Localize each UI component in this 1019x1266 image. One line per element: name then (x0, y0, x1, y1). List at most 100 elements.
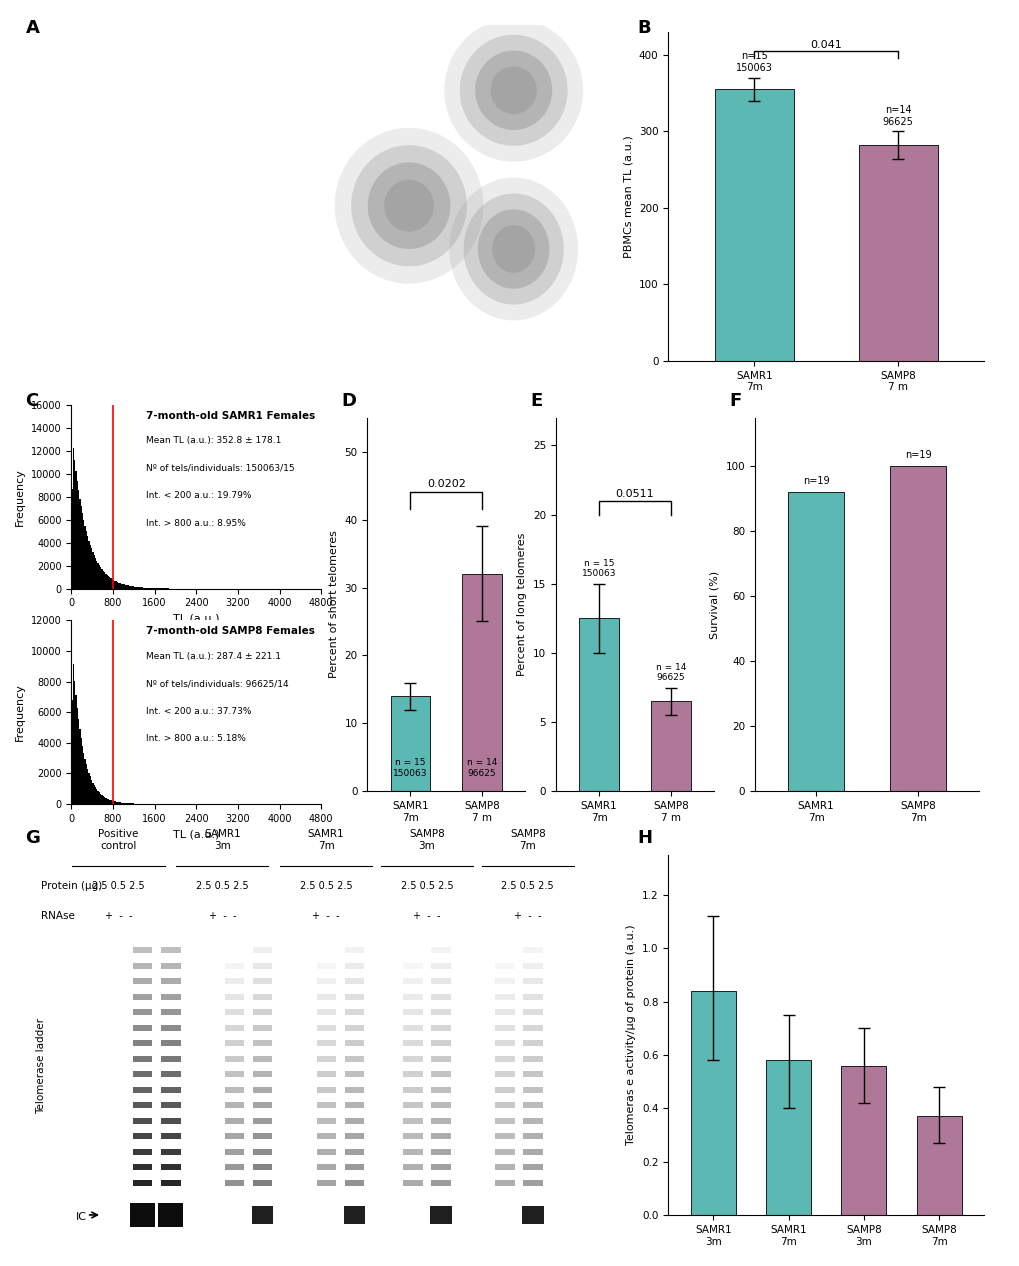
Bar (317, 979, 336, 984)
Bar (161, 1071, 180, 1077)
Text: Mean TL (a.u.): 352.8 ± 178.1: Mean TL (a.u.): 352.8 ± 178.1 (147, 437, 281, 446)
Bar (110, 579, 112, 589)
Bar (253, 994, 272, 1000)
Bar (132, 1148, 153, 1155)
Text: Int. > 800 a.u.: 5.18%: Int. > 800 a.u.: 5.18% (147, 734, 246, 743)
Text: 0.0511: 0.0511 (615, 489, 653, 499)
Bar (124, 585, 126, 589)
Bar (114, 801, 115, 804)
Text: n = 14
96625: n = 14 96625 (655, 662, 686, 682)
Bar (523, 1118, 542, 1124)
Bar (495, 1118, 515, 1124)
Bar (95, 558, 96, 589)
Bar (916, 1117, 961, 1215)
Ellipse shape (334, 128, 483, 284)
Bar (225, 963, 245, 968)
Bar (522, 1206, 543, 1224)
Text: n=19: n=19 (904, 449, 930, 460)
Bar (132, 1071, 153, 1077)
Bar (161, 1103, 180, 1108)
Bar (161, 1118, 180, 1124)
Ellipse shape (351, 146, 467, 266)
Bar (431, 1071, 450, 1077)
Bar (858, 144, 936, 361)
Bar (344, 1056, 364, 1062)
Bar (523, 994, 542, 1000)
Bar (76, 708, 77, 804)
Bar (462, 573, 501, 791)
Y-axis label: Frequency: Frequency (15, 468, 25, 525)
Text: +  -  -: + - - (208, 910, 235, 920)
Bar (132, 1180, 153, 1185)
Bar (92, 552, 94, 589)
Bar (117, 801, 118, 804)
Bar (225, 1086, 245, 1093)
Bar (431, 1118, 450, 1124)
Bar (317, 1056, 336, 1062)
Bar (253, 947, 272, 953)
Bar (109, 800, 110, 804)
Bar (495, 1071, 515, 1077)
Bar (317, 1133, 336, 1139)
Bar (137, 587, 138, 589)
Bar (495, 1103, 515, 1108)
Text: A: A (25, 19, 40, 37)
Ellipse shape (463, 194, 564, 305)
Bar (523, 1056, 542, 1062)
Text: Int. > 800 a.u.: 8.95%: Int. > 800 a.u.: 8.95% (147, 519, 246, 528)
Bar (132, 994, 153, 1000)
Bar (253, 1071, 272, 1077)
Bar (344, 1086, 364, 1093)
Bar (495, 963, 515, 968)
Bar (100, 567, 101, 589)
Bar (101, 795, 103, 804)
Bar (431, 979, 450, 984)
Bar (253, 1148, 272, 1155)
Bar (253, 1025, 272, 1031)
Bar (109, 577, 110, 589)
Bar (404, 1180, 423, 1185)
Bar (431, 947, 450, 953)
Bar (120, 584, 122, 589)
Bar (344, 1165, 364, 1170)
Bar (161, 947, 180, 953)
Bar (344, 1009, 364, 1015)
Bar (118, 582, 119, 589)
Bar (75, 471, 76, 589)
Bar (77, 719, 79, 804)
Bar (161, 963, 180, 968)
Bar (74, 681, 75, 804)
Bar (94, 555, 95, 589)
Bar (344, 1041, 364, 1046)
Bar (225, 1133, 245, 1139)
Bar (119, 584, 120, 589)
Bar (104, 572, 105, 589)
Bar (82, 746, 83, 804)
Text: Int. < 200 a.u.: 37.73%: Int. < 200 a.u.: 37.73% (147, 706, 252, 715)
Bar (103, 571, 104, 589)
Text: n=19: n=19 (802, 476, 828, 486)
Bar (91, 548, 92, 589)
Bar (317, 1009, 336, 1015)
Bar (108, 799, 109, 804)
Bar (103, 796, 104, 804)
Y-axis label: Frequency: Frequency (15, 684, 25, 741)
Bar (317, 1118, 336, 1124)
Bar (523, 1165, 542, 1170)
Bar (431, 1086, 450, 1093)
Text: B: B (637, 19, 650, 37)
Bar (404, 1086, 423, 1093)
Bar (128, 586, 129, 589)
Ellipse shape (478, 209, 549, 289)
Bar (404, 979, 423, 984)
Bar (317, 1180, 336, 1185)
Bar (253, 1009, 272, 1015)
Bar (579, 618, 619, 791)
Bar (523, 1025, 542, 1031)
Ellipse shape (368, 162, 450, 249)
Bar (765, 1061, 810, 1215)
Bar (161, 1056, 180, 1062)
Bar (495, 979, 515, 984)
Bar (96, 789, 98, 804)
Text: SAMP8
7m: SAMP8 7m (510, 829, 545, 851)
